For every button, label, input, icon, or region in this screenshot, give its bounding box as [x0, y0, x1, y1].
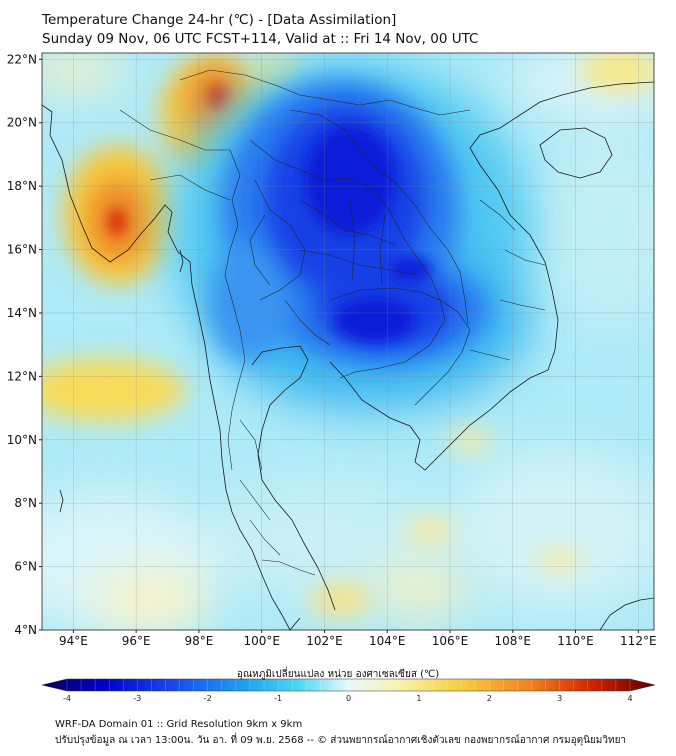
- latitude-label: 10°N: [7, 433, 37, 447]
- map-subtitle: Sunday 09 Nov, 06 UTC FCST+114, Valid at…: [42, 31, 479, 47]
- colorbar-tick-label: -2: [204, 694, 212, 703]
- colorbar-tick-label: -1: [274, 694, 282, 703]
- colorbar-tick-label: 4: [627, 694, 632, 703]
- longitude-label: 110°E: [557, 634, 594, 648]
- latitude-label: 12°N: [7, 369, 37, 383]
- colorbar-title: อุณหภูมิเปลี่ยนแปลง หน่วย องศาเซลเซียส (…: [236, 669, 440, 680]
- latitude-label: 6°N: [14, 560, 37, 574]
- longitude-label: 102°E: [306, 634, 343, 648]
- latitude-label: 16°N: [7, 243, 37, 257]
- footer-credit: ปรับปรุงข้อมูล ณ เวลา 13:00น. วัน อา. ที…: [55, 735, 627, 746]
- latitude-label: 22°N: [7, 52, 37, 66]
- colorbar-tick-label: -4: [63, 694, 71, 703]
- temperature-field: [42, 53, 654, 630]
- colorbar-ticks: -4 -3 -2 -1 0 1 2 3 4: [63, 694, 633, 703]
- longitude-label: 106°E: [432, 634, 469, 648]
- latitude-label: 14°N: [7, 306, 37, 320]
- coastlines: [42, 81, 654, 630]
- latitude-label: 8°N: [14, 496, 37, 510]
- longitude-label: 104°E: [369, 634, 406, 648]
- colorbar-tick-label: 3: [557, 694, 562, 703]
- colorbar-divisions: [66, 679, 631, 691]
- latitude-labels: 22°N 20°N 18°N 16°N 14°N 12°N 10°N 8°N 6°N 4°N: [7, 52, 42, 637]
- country-borders: [119, 69, 546, 576]
- longitude-label: 112°E: [620, 634, 657, 648]
- longitude-label: 108°E: [495, 634, 532, 648]
- latitude-label: 4°N: [14, 623, 37, 637]
- longitude-label: 96°E: [122, 634, 151, 648]
- footer-model-info: WRF-DA Domain 01 :: Grid Resolution 9km …: [55, 719, 303, 730]
- longitude-labels: 94°E 96°E 98°E 100°E 102°E 104°E 106°E 108°E 110…: [59, 630, 657, 648]
- plot-frame: [41, 52, 655, 631]
- longitude-label: 94°E: [59, 634, 88, 648]
- latitude-label: 20°N: [7, 116, 37, 130]
- map-title: Temperature Change 24-hr (℃) - [Data Ass…: [42, 12, 397, 28]
- colorbar-tick-label: 1: [416, 694, 421, 703]
- colorbar-tick-label: 2: [487, 694, 492, 703]
- colorbar-tick-label: -3: [133, 694, 141, 703]
- colorbar-tick-label: 0: [346, 694, 351, 703]
- longitude-label: 98°E: [184, 634, 213, 648]
- longitude-label: 100°E: [243, 634, 280, 648]
- latitude-label: 18°N: [7, 179, 37, 193]
